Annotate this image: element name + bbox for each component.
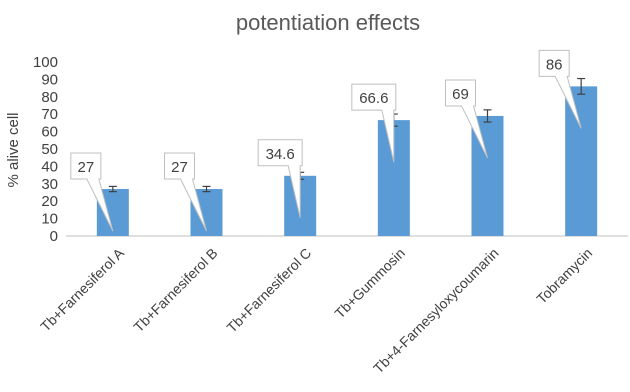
y-tick-label: 10	[41, 211, 58, 228]
data-label-text: 27	[77, 159, 94, 176]
data-label-text: 34.6	[266, 146, 295, 163]
y-tick-label: 30	[41, 176, 58, 193]
y-tick-label: 70	[41, 106, 58, 123]
category-label: Tb+Farnesiferol A	[37, 244, 127, 334]
data-label-text: 69	[452, 86, 469, 103]
error-bar	[202, 185, 211, 193]
error-bar	[108, 185, 117, 193]
data-label: 27	[70, 152, 114, 232]
error-bar	[577, 77, 586, 95]
y-tick-label: 50	[41, 141, 58, 158]
category-label: Tb+Farnesiferol C	[223, 245, 314, 336]
data-label-text: 66.6	[359, 90, 388, 107]
data-label-text: 86	[546, 56, 563, 73]
y-tick-label: 20	[41, 193, 58, 210]
data-label: 34.6	[257, 139, 303, 218]
data-label: 86	[538, 49, 582, 129]
y-tick-label: 60	[41, 124, 58, 141]
category-label: Tb+Gummosin	[331, 245, 408, 322]
y-tick-label: 100	[33, 54, 58, 71]
y-tick-label: 40	[41, 158, 58, 175]
category-labels-group: Tb+Farnesiferol A Tb+Farnesiferol B Tb+Far…	[37, 244, 595, 376]
error-bar	[483, 109, 492, 123]
data-label: 66.6	[351, 83, 397, 163]
data-label: 69	[445, 79, 488, 159]
data-label-text: 27	[171, 159, 188, 176]
y-axis-label: % alive cell	[5, 112, 22, 187]
category-label: Tobramycin	[533, 245, 595, 307]
y-tick-label: 80	[41, 89, 58, 106]
data-labels-group: 27 27 34.6 66.6 69 86	[70, 49, 582, 232]
y-tick-label: 90	[41, 71, 58, 88]
bar	[565, 86, 598, 236]
y-tick-label: 0	[50, 228, 58, 245]
chart-title: potentiation effects	[236, 10, 420, 35]
data-label: 27	[164, 152, 207, 232]
category-label: Tb+Farnesiferol B	[130, 245, 220, 335]
